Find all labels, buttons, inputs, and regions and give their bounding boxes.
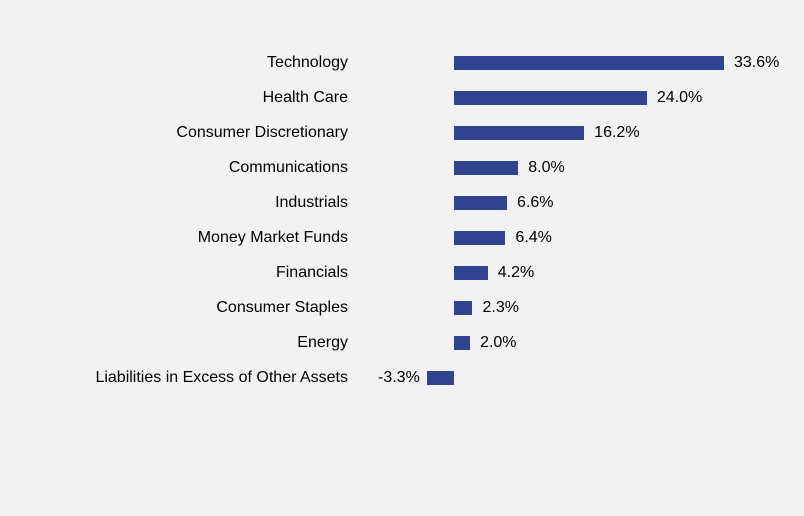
bar [427, 371, 454, 385]
value-label: 6.6% [517, 194, 553, 212]
value-label: 6.4% [515, 229, 551, 247]
category-label: Industrials [275, 194, 348, 212]
sector-allocation-chart: Technology 33.6% Health Care 24.0% Consumer … [0, 0, 804, 516]
value-label: -3.3% [378, 369, 420, 387]
bar [454, 196, 507, 210]
category-label: Liabilities in Excess of Other Assets [95, 369, 348, 387]
value-label: 2.0% [480, 334, 516, 352]
category-label: Communications [229, 159, 348, 177]
chart-row: Health Care 24.0% [0, 80, 804, 115]
bar [454, 56, 724, 70]
chart-row: Communications 8.0% [0, 150, 804, 185]
value-label: 8.0% [528, 159, 564, 177]
category-label: Health Care [263, 89, 348, 107]
chart-row: Liabilities in Excess of Other Assets -3.… [0, 360, 804, 395]
category-label: Financials [276, 264, 348, 282]
category-label: Money Market Funds [198, 229, 348, 247]
category-label: Consumer Discretionary [176, 124, 348, 142]
chart-row: Energy 2.0% [0, 325, 804, 360]
value-label: 2.3% [482, 299, 518, 317]
bar [454, 91, 647, 105]
category-label: Technology [267, 54, 348, 72]
bar [454, 336, 470, 350]
bar [454, 126, 584, 140]
value-label: 16.2% [594, 124, 639, 142]
value-label: 4.2% [498, 264, 534, 282]
category-label: Consumer Staples [216, 299, 348, 317]
chart-row: Technology 33.6% [0, 45, 804, 80]
category-label: Energy [297, 334, 348, 352]
chart-row: Financials 4.2% [0, 255, 804, 290]
value-label: 33.6% [734, 54, 779, 72]
bar [454, 301, 472, 315]
chart-row: Consumer Discretionary 16.2% [0, 115, 804, 150]
bar [454, 266, 488, 280]
bar [454, 161, 518, 175]
bar [454, 231, 505, 245]
chart-row: Consumer Staples 2.3% [0, 290, 804, 325]
value-label: 24.0% [657, 89, 702, 107]
chart-row: Industrials 6.6% [0, 185, 804, 220]
chart-row: Money Market Funds 6.4% [0, 220, 804, 255]
